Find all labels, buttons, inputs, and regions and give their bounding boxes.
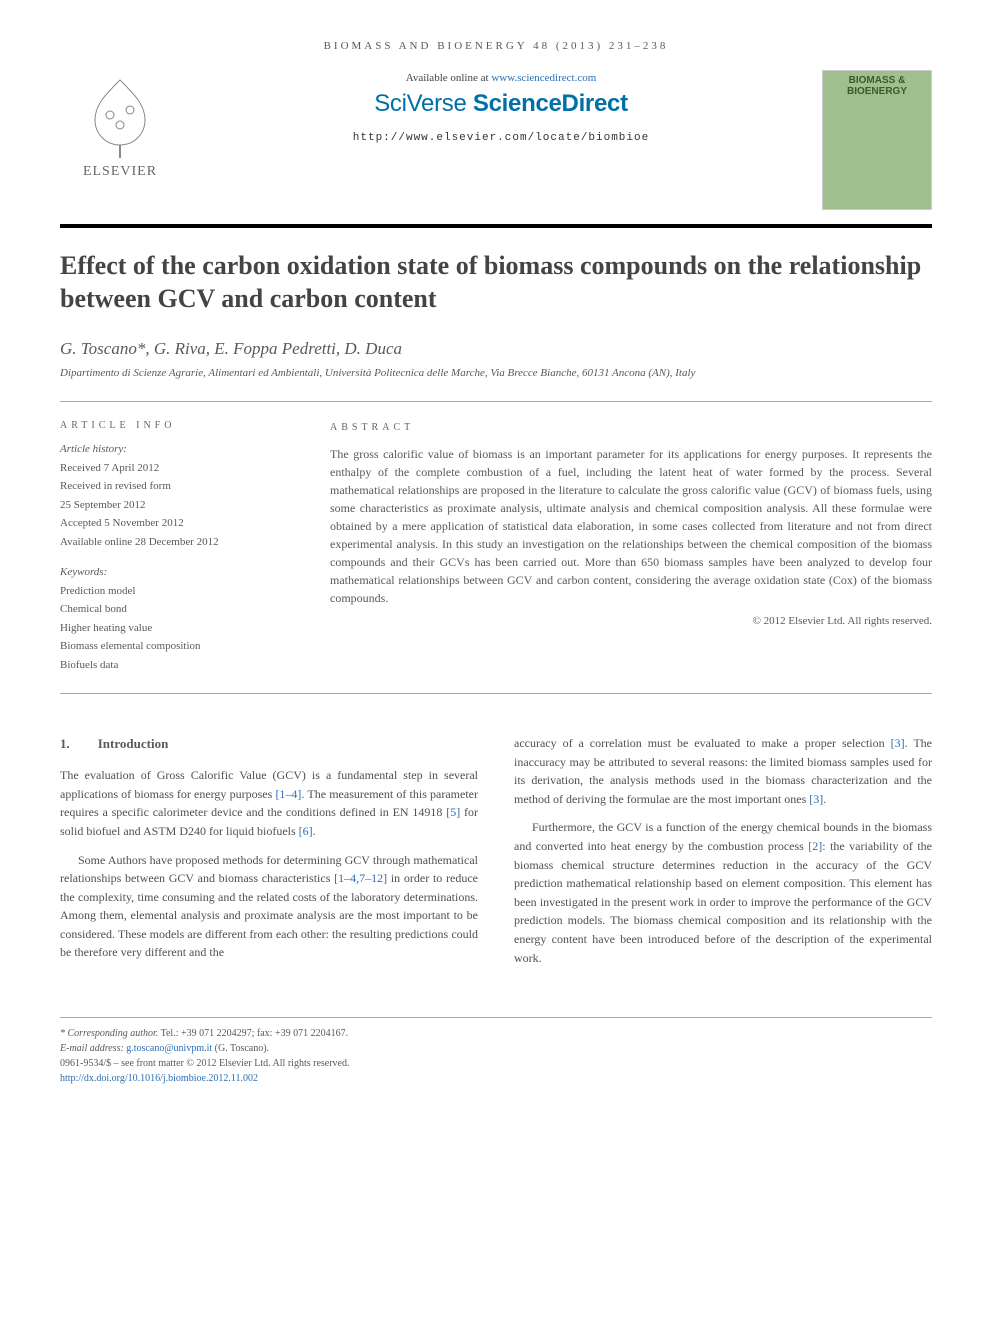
history-accepted: Accepted 5 November 2012 — [60, 515, 290, 532]
text-run: . — [313, 824, 316, 838]
keyword: Biofuels data — [60, 657, 290, 674]
abstract-head: ABSTRACT — [330, 420, 932, 435]
section-1-heading: 1. Introduction — [60, 734, 478, 754]
journal-homepage-url[interactable]: http://www.elsevier.com/locate/biombioe — [198, 132, 804, 144]
email-suffix: (G. Toscano). — [212, 1043, 269, 1054]
abstract-block: ABSTRACT The gross calorific value of bi… — [330, 420, 932, 675]
publisher-logo-block: ELSEVIER — [60, 70, 180, 180]
abstract-text: The gross calorific value of biomass is … — [330, 445, 932, 607]
text-run: : the variability of the biomass chemica… — [514, 839, 932, 965]
running-header: BIOMASS AND BIOENERGY 48 (2013) 231–238 — [60, 40, 932, 52]
keyword: Prediction model — [60, 583, 290, 600]
body-columns: 1. Introduction The evaluation of Gross C… — [60, 734, 932, 977]
corr-label: * Corresponding author. — [60, 1028, 158, 1039]
email-line: E-mail address: g.toscano@univpm.it (G. … — [60, 1041, 932, 1056]
history-received: Received 7 April 2012 — [60, 460, 290, 477]
history-label: Article history: — [60, 441, 290, 458]
corresponding-author: * Corresponding author. Tel.: +39 071 22… — [60, 1026, 932, 1041]
article-info-block: ARTICLE INFO Article history: Received 7… — [60, 420, 290, 675]
title-rule — [60, 224, 932, 228]
text-run: accuracy of a correlation must be evalua… — [514, 736, 891, 750]
masthead: ELSEVIER Available online at www.science… — [60, 70, 932, 218]
citation-link[interactable]: [2] — [808, 839, 822, 853]
info-abstract-row: ARTICLE INFO Article history: Received 7… — [60, 401, 932, 694]
available-prefix: Available online at — [406, 72, 492, 84]
corr-email-link[interactable]: g.toscano@univpm.it — [126, 1043, 212, 1054]
citation-link[interactable]: [1–4] — [275, 787, 301, 801]
keyword: Chemical bond — [60, 601, 290, 618]
article-info-head: ARTICLE INFO — [60, 420, 290, 431]
text-run: . — [823, 792, 826, 806]
email-label: E-mail address: — [60, 1043, 126, 1054]
history-online: Available online 28 December 2012 — [60, 534, 290, 551]
citation-link[interactable]: [3] — [809, 792, 823, 806]
masthead-center: Available online at www.sciencedirect.co… — [198, 70, 804, 144]
section-title-text: Introduction — [98, 736, 169, 751]
paragraph: The evaluation of Gross Calorific Value … — [60, 766, 478, 840]
citation-link[interactable]: [6] — [299, 824, 313, 838]
keywords-label: Keywords: — [60, 564, 290, 581]
paragraph: accuracy of a correlation must be evalua… — [514, 734, 932, 808]
journal-cover-thumb: BIOMASS & BIOENERGY — [822, 70, 932, 210]
column-left: 1. Introduction The evaluation of Gross C… — [60, 734, 478, 977]
corr-contact: Tel.: +39 071 2204297; fax: +39 071 2204… — [158, 1028, 348, 1039]
elsevier-tree-icon — [75, 70, 165, 160]
citation-link[interactable]: [3] — [891, 736, 905, 750]
keyword: Biomass elemental composition — [60, 638, 290, 655]
citation-link[interactable]: [5] — [446, 805, 460, 819]
elsevier-wordmark: ELSEVIER — [83, 164, 157, 180]
article-title: Effect of the carbon oxidation state of … — [60, 250, 932, 315]
author-list: G. Toscano*, G. Riva, E. Foppa Pedretti,… — [60, 339, 932, 359]
sciencedirect-link[interactable]: www.sciencedirect.com — [491, 72, 596, 84]
affiliation: Dipartimento di Scienze Agrarie, Aliment… — [60, 367, 932, 379]
page-footer: * Corresponding author. Tel.: +39 071 22… — [60, 1017, 932, 1086]
sciverse-logo: SciVerse ScienceDirect — [198, 90, 804, 118]
history-revised-date: 25 September 2012 — [60, 497, 290, 514]
journal-cover-title: BIOMASS & BIOENERGY — [825, 75, 929, 97]
keyword: Higher heating value — [60, 620, 290, 637]
paragraph: Some Authors have proposed methods for d… — [60, 851, 478, 963]
section-number: 1. — [60, 736, 70, 751]
available-online-line: Available online at www.sciencedirect.co… — [198, 72, 804, 84]
doi-link[interactable]: http://dx.doi.org/10.1016/j.biombioe.201… — [60, 1073, 258, 1084]
citation-link[interactable]: [1–4,7–12] — [334, 871, 387, 885]
abstract-copyright: © 2012 Elsevier Ltd. All rights reserved… — [330, 613, 932, 630]
issn-line: 0961-9534/$ – see front matter © 2012 El… — [60, 1056, 932, 1071]
paragraph: Furthermore, the GCV is a function of th… — [514, 818, 932, 967]
column-right: accuracy of a correlation must be evalua… — [514, 734, 932, 977]
history-revised-label: Received in revised form — [60, 478, 290, 495]
